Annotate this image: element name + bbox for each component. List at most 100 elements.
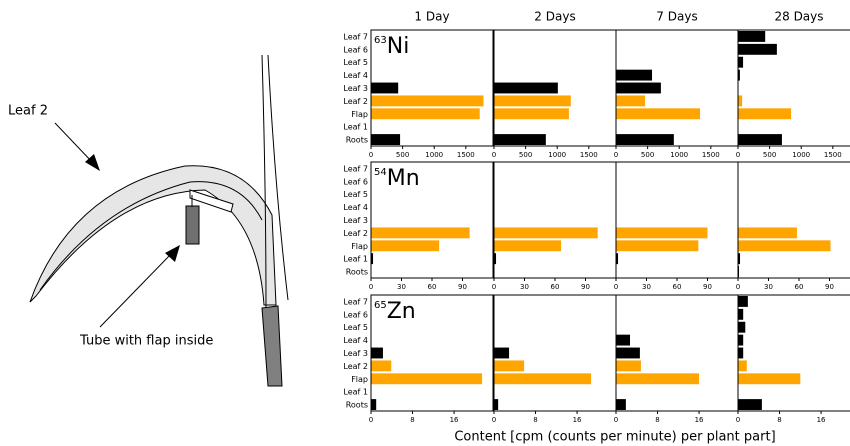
x-tick-label: 8: [655, 416, 659, 424]
bar: [494, 240, 561, 251]
category-label: Roots: [346, 268, 368, 277]
bar: [738, 240, 831, 251]
category-label: Roots: [346, 136, 368, 145]
bar: [371, 108, 480, 119]
bar: [371, 373, 482, 384]
x-tick-label: 8: [777, 416, 781, 424]
column-title: 1 Day: [414, 10, 449, 24]
panel: 28 Days050010001500: [736, 10, 850, 160]
bar: [738, 31, 765, 42]
x-tick-label: 1000: [792, 151, 810, 159]
bar: [738, 322, 745, 333]
bar: [738, 134, 782, 145]
x-tick-label: 0: [736, 416, 740, 424]
x-tick-label: 0: [492, 416, 496, 424]
category-label: Leaf 7: [343, 297, 368, 306]
bar: [371, 240, 439, 251]
arrowhead: [165, 245, 180, 262]
isotope-mass: 65: [374, 300, 387, 311]
bar: [371, 348, 383, 359]
bar: [616, 108, 700, 119]
isotope-element: Ni: [387, 34, 410, 59]
category-label: Leaf 3: [343, 84, 368, 93]
bar: [738, 296, 748, 307]
category-label: Leaf 2: [343, 229, 368, 238]
x-tick-label: 0: [369, 416, 373, 424]
panel-frame: [738, 162, 850, 278]
x-tick-label: 60: [428, 283, 437, 291]
category-label: Flap: [351, 110, 368, 119]
isotope-element: Mn: [387, 166, 420, 191]
category-label: Leaf 6: [343, 45, 368, 54]
bar: [494, 95, 571, 106]
category-label: Roots: [346, 401, 368, 410]
x-axis-label: Content [cpm (counts per minute) per pla…: [454, 430, 775, 445]
panel: 54MnLeaf 7Leaf 6Leaf 5Leaf 4Leaf 3Leaf 2…: [343, 162, 493, 291]
x-tick-label: 500: [519, 151, 532, 159]
arrow: [55, 123, 94, 164]
bar: [616, 348, 640, 359]
isotope-mass: 54: [374, 167, 387, 178]
x-tick-label: 90: [458, 283, 467, 291]
x-tick-label: 1500: [457, 151, 475, 159]
panel-frame: [494, 162, 616, 278]
category-label: Flap: [351, 375, 368, 384]
stem-base: [262, 306, 282, 386]
x-tick-label: 1000: [548, 151, 566, 159]
tube-label: Tube with flap inside: [79, 334, 213, 349]
bar: [494, 108, 569, 119]
x-tick-label: 0: [492, 151, 496, 159]
column-title: 7 Days: [656, 10, 697, 24]
bar: [494, 348, 509, 359]
bar: [494, 83, 558, 94]
isotope-label: 54Mn: [374, 166, 420, 191]
arrow: [100, 253, 172, 327]
bar: [616, 335, 630, 346]
x-tick-label: 16: [450, 416, 459, 424]
isotope-label: 63Ni: [374, 34, 409, 59]
x-tick-label: 0: [736, 283, 740, 291]
bar: [616, 70, 652, 81]
x-tick-label: 0: [614, 283, 618, 291]
category-label: Flap: [351, 242, 368, 251]
bar: [738, 108, 791, 119]
x-tick-label: 1500: [580, 151, 598, 159]
bar: [371, 95, 484, 106]
bar: [738, 309, 743, 320]
bar: [616, 83, 661, 94]
x-tick-label: 500: [641, 151, 654, 159]
x-tick-label: 60: [551, 283, 560, 291]
x-tick-label: 90: [581, 283, 590, 291]
x-tick-label: 500: [396, 151, 409, 159]
x-tick-label: 500: [763, 151, 776, 159]
bar: [494, 227, 598, 238]
x-tick-label: 0: [369, 283, 373, 291]
category-label: Leaf 5: [343, 323, 368, 332]
tube: [186, 206, 199, 244]
x-tick-label: 30: [520, 283, 529, 291]
bar: [616, 360, 641, 371]
bar: [616, 134, 674, 145]
category-label: Leaf 3: [343, 216, 368, 225]
x-tick-label: 90: [825, 283, 834, 291]
x-tick-label: 30: [764, 283, 773, 291]
column-title: 28 Days: [774, 10, 823, 24]
isotope-label: 65Zn: [374, 299, 416, 324]
bar: [494, 399, 498, 410]
leaf: [30, 166, 276, 305]
bar: [738, 57, 743, 68]
bar: [738, 348, 743, 359]
category-label: Leaf 1: [343, 388, 368, 397]
bar: [738, 335, 743, 346]
x-tick-label: 0: [614, 416, 618, 424]
category-label: Leaf 6: [343, 310, 368, 319]
category-label: Leaf 7: [343, 32, 368, 41]
category-label: Leaf 4: [343, 203, 368, 212]
category-label: Leaf 3: [343, 349, 368, 358]
panel: 0306090: [736, 162, 850, 291]
column-title: 2 Days: [534, 10, 575, 24]
bar: [371, 83, 398, 94]
category-label: Leaf 2: [343, 362, 368, 371]
